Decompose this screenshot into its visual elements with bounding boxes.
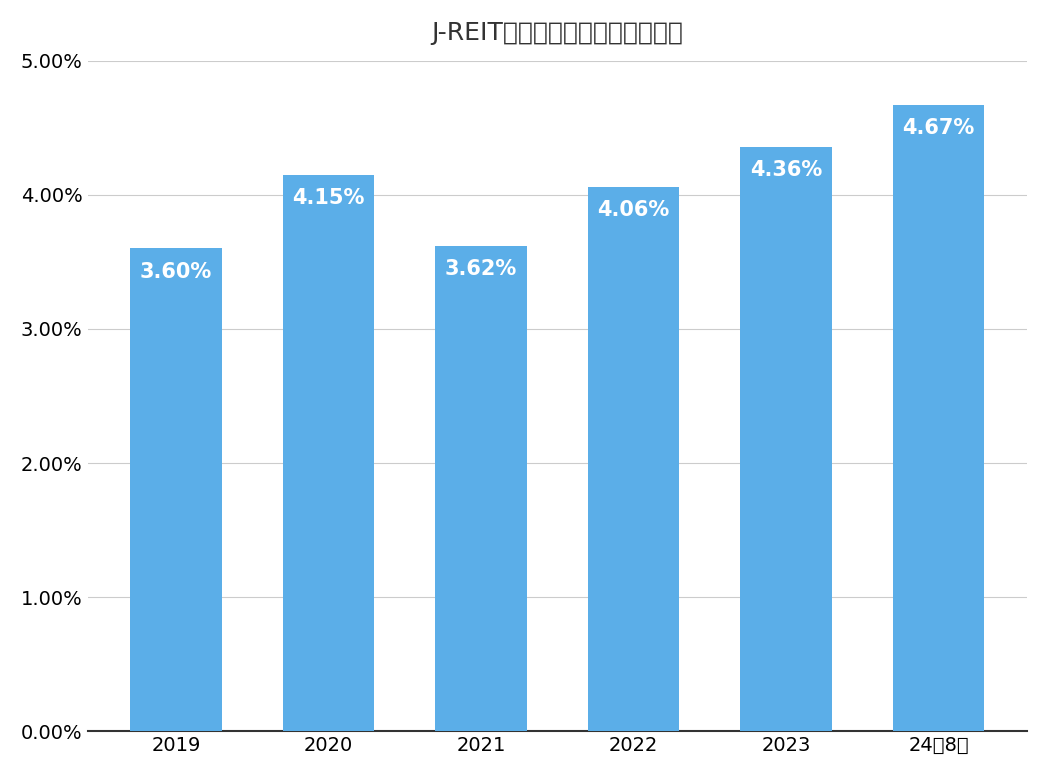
Bar [893, 105, 984, 731]
Bar [588, 187, 679, 731]
Text: 3.60%: 3.60% [140, 262, 212, 282]
Bar [435, 246, 527, 731]
Bar [740, 147, 832, 731]
Text: 4.36%: 4.36% [750, 160, 823, 180]
Text: 3.62%: 3.62% [445, 259, 518, 279]
Text: 4.15%: 4.15% [292, 188, 365, 208]
Bar [283, 175, 374, 731]
Bar [130, 248, 222, 731]
Text: 4.67%: 4.67% [902, 119, 975, 138]
Text: 4.06%: 4.06% [597, 200, 670, 220]
Title: J-REITの予想分配金利回りの推移: J-REITの予想分配金利回りの推移 [432, 21, 683, 45]
